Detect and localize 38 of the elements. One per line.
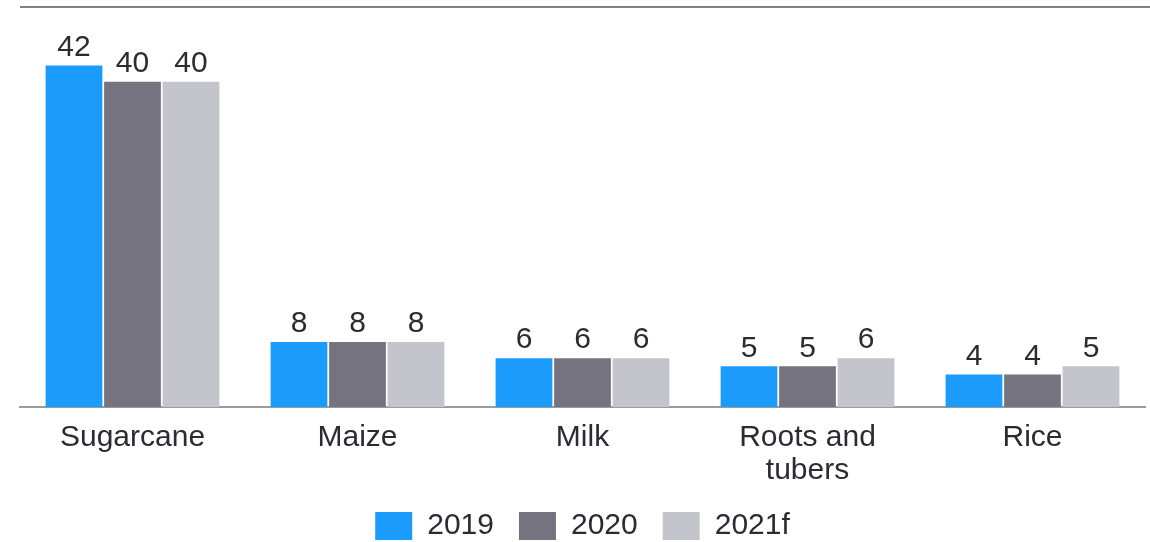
legend-label: 2019 bbox=[427, 507, 494, 541]
data-label: 6 bbox=[632, 321, 650, 355]
bar bbox=[720, 366, 778, 407]
bar bbox=[162, 81, 220, 407]
data-label: 42 bbox=[57, 28, 91, 62]
data-label: 6 bbox=[857, 321, 875, 355]
bar bbox=[945, 374, 1003, 407]
data-label: 4 bbox=[1024, 337, 1041, 371]
x-tick-label: Maize bbox=[317, 418, 398, 452]
data-label: 5 bbox=[1082, 329, 1100, 363]
data-label: 6 bbox=[515, 321, 533, 355]
x-tick-label: Sugarcane bbox=[59, 418, 206, 452]
data-label: 8 bbox=[407, 305, 425, 339]
data-label: 5 bbox=[740, 329, 758, 363]
bar bbox=[387, 341, 445, 407]
legend-label: 2020 bbox=[570, 507, 638, 541]
legend-label: 2021f bbox=[714, 507, 791, 541]
x-tick-label: Roots and tubers bbox=[739, 418, 876, 485]
x-tick-label: Milk bbox=[555, 418, 611, 452]
bar bbox=[270, 341, 328, 407]
bar bbox=[554, 358, 611, 407]
bar bbox=[1062, 366, 1120, 407]
data-label: 5 bbox=[799, 329, 816, 363]
data-label: 8 bbox=[290, 305, 308, 339]
data-label: 40 bbox=[115, 44, 150, 78]
bar bbox=[779, 366, 836, 407]
bar bbox=[1004, 374, 1061, 407]
bar bbox=[495, 358, 553, 407]
data-label: 40 bbox=[174, 44, 208, 78]
data-label: 8 bbox=[349, 305, 366, 339]
data-label: 6 bbox=[574, 321, 591, 355]
bar bbox=[45, 65, 103, 407]
bar bbox=[104, 81, 161, 407]
data-label: 4 bbox=[965, 337, 983, 371]
bar bbox=[329, 341, 386, 407]
bar bbox=[612, 358, 670, 407]
x-tick-label: Rice bbox=[1002, 418, 1063, 452]
bar bbox=[837, 358, 895, 407]
